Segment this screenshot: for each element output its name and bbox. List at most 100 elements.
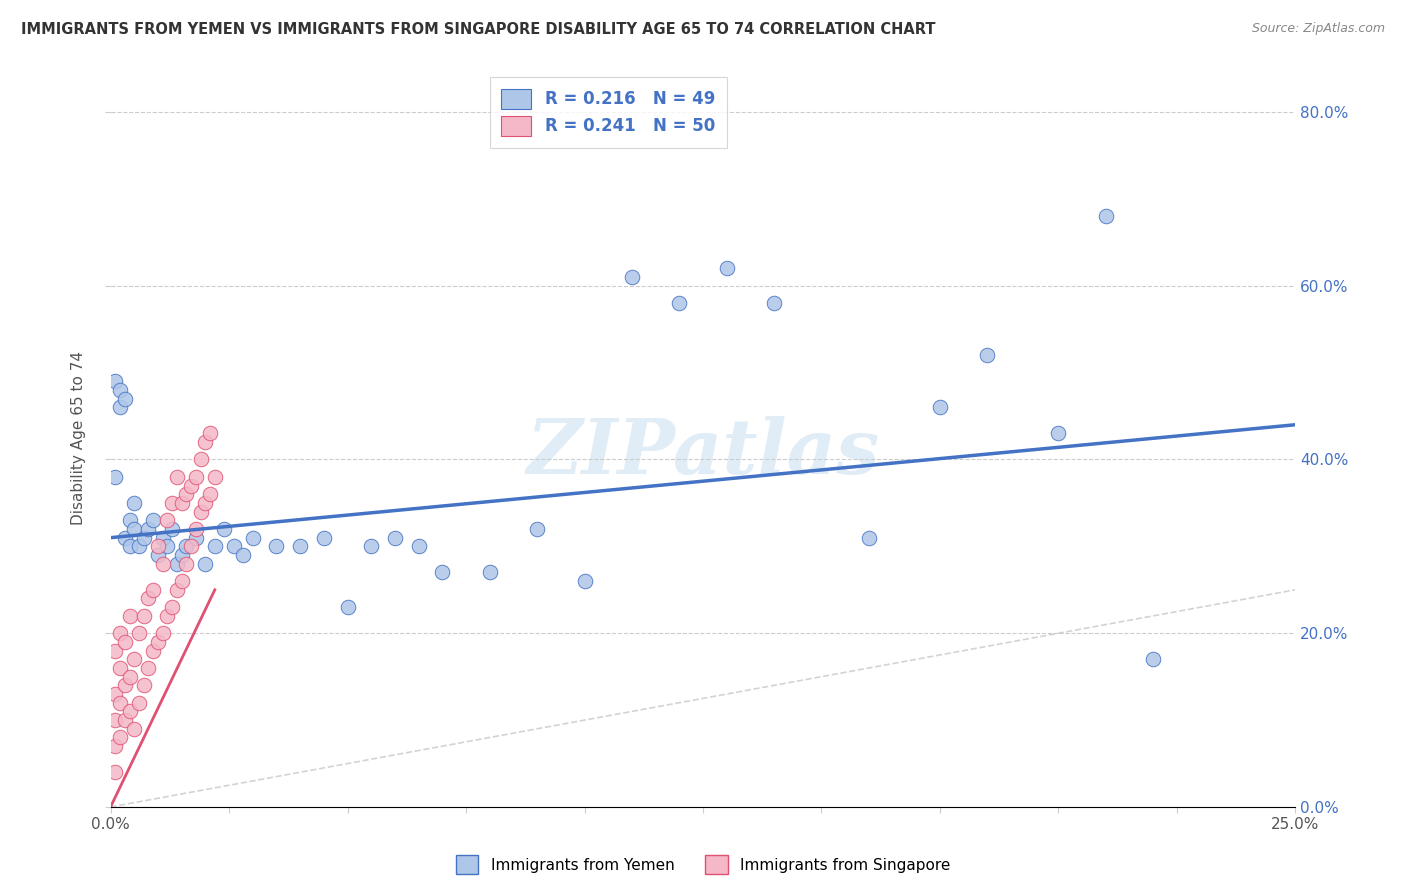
Point (132, 531, 155, 545)
Point (266, 539, 288, 553)
Point (142, 582, 165, 597)
Point (312, 531, 335, 545)
Point (858, 531, 880, 545)
Point (198, 487, 221, 501)
Point (184, 531, 207, 545)
Point (118, 705, 141, 719)
Point (668, 296, 690, 310)
Point (104, 687, 127, 701)
Point (232, 548, 254, 562)
Point (152, 531, 174, 545)
Point (194, 496, 217, 510)
Point (360, 539, 382, 553)
Point (156, 539, 179, 553)
Point (156, 513, 179, 527)
Point (242, 531, 264, 545)
Point (160, 522, 183, 536)
Point (128, 696, 150, 710)
Point (180, 539, 202, 553)
Point (180, 478, 202, 492)
Point (384, 531, 406, 545)
Point (184, 522, 207, 536)
Point (408, 539, 430, 553)
Text: Source: ZipAtlas.com: Source: ZipAtlas.com (1251, 22, 1385, 36)
Point (194, 435, 217, 450)
Point (166, 557, 188, 571)
Point (114, 392, 136, 406)
Point (929, 401, 952, 415)
Point (336, 600, 359, 615)
Point (976, 348, 998, 362)
Point (176, 557, 198, 571)
Text: IMMIGRANTS FROM YEMEN VS IMMIGRANTS FROM SINGAPORE DISABILITY AGE 65 TO 74 CORRE: IMMIGRANTS FROM YEMEN VS IMMIGRANTS FROM… (21, 22, 935, 37)
Point (104, 765, 127, 780)
Point (526, 522, 548, 536)
Point (108, 696, 131, 710)
Point (222, 539, 245, 553)
Point (104, 643, 127, 657)
Point (1142, 652, 1164, 666)
Point (138, 591, 160, 606)
Point (104, 739, 127, 754)
Point (763, 296, 786, 310)
Point (128, 626, 150, 640)
Point (194, 557, 217, 571)
Point (114, 713, 136, 727)
Point (170, 574, 193, 588)
Point (716, 261, 738, 276)
Point (620, 270, 643, 285)
Point (108, 731, 131, 745)
Point (176, 539, 198, 553)
Point (108, 661, 131, 675)
Point (204, 539, 226, 553)
Point (574, 574, 596, 588)
Point (214, 522, 236, 536)
Point (432, 566, 454, 580)
Point (170, 496, 193, 510)
Point (184, 470, 207, 484)
Point (156, 608, 179, 623)
Point (166, 470, 188, 484)
Point (122, 652, 145, 666)
Point (118, 539, 141, 553)
Point (146, 548, 169, 562)
Point (114, 678, 136, 692)
Point (146, 635, 169, 649)
Point (118, 608, 141, 623)
Point (128, 539, 150, 553)
Point (132, 608, 155, 623)
Point (160, 496, 183, 510)
Point (166, 582, 188, 597)
Point (114, 635, 136, 649)
Point (190, 452, 212, 467)
Point (138, 522, 160, 536)
Point (478, 566, 501, 580)
Point (108, 401, 131, 415)
Point (118, 670, 141, 684)
Legend: Immigrants from Yemen, Immigrants from Singapore: Immigrants from Yemen, Immigrants from S… (450, 849, 956, 880)
Point (146, 539, 169, 553)
Point (1047, 426, 1070, 441)
Point (104, 470, 127, 484)
Point (1095, 209, 1118, 223)
Point (152, 626, 174, 640)
Point (152, 557, 174, 571)
Y-axis label: Disability Age 65 to 74: Disability Age 65 to 74 (72, 351, 86, 524)
Point (160, 600, 183, 615)
Point (142, 513, 165, 527)
Point (204, 470, 226, 484)
Point (122, 496, 145, 510)
Point (118, 513, 141, 527)
Point (114, 531, 136, 545)
Legend: R = 0.216   N = 49, R = 0.241   N = 50: R = 0.216 N = 49, R = 0.241 N = 50 (489, 77, 727, 147)
Point (104, 374, 127, 388)
Point (108, 626, 131, 640)
Point (122, 722, 145, 736)
Point (138, 661, 160, 675)
Point (104, 713, 127, 727)
Point (176, 487, 198, 501)
Point (288, 539, 311, 553)
Point (170, 548, 193, 562)
Text: ZIPatlas: ZIPatlas (526, 416, 880, 490)
Point (190, 505, 212, 519)
